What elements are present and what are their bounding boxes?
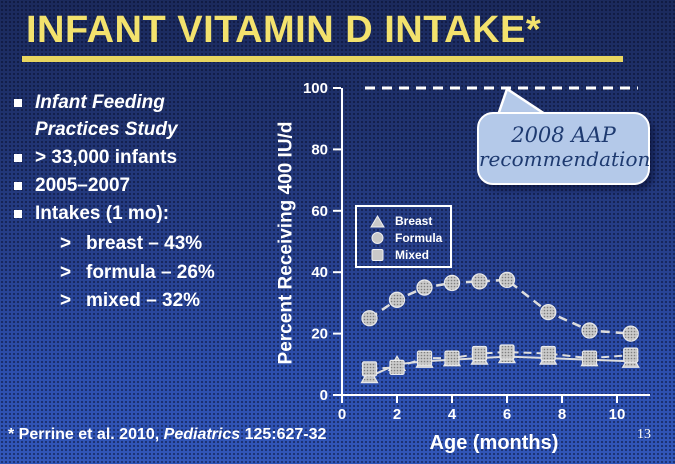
svg-text:8: 8: [558, 406, 566, 423]
sub-bullet-list: > breast – 43% > formula – 26% > mixed –…: [14, 230, 284, 316]
legend-item-formula: Formula: [369, 229, 450, 246]
citation-suffix: 125:627-32: [240, 426, 327, 443]
circle-marker-icon: [371, 231, 384, 244]
sub-bullet-text: formula – 26%: [86, 261, 215, 283]
citation: * Perrine et al. 2010, Pediatrics 125:62…: [8, 426, 326, 444]
bullet-text: Intakes (1 mo):: [35, 203, 170, 224]
bullet-list: Infant Feeding Practices Study > 33,000 …: [14, 89, 284, 316]
callout-line1: 2008 AAP: [511, 123, 616, 147]
arrow-bullet-icon: >: [60, 290, 72, 311]
aap-recommendation-callout: 2008 AAP recommendation: [477, 112, 650, 185]
svg-text:6: 6: [503, 406, 511, 423]
legend-label: Formula: [395, 230, 443, 245]
citation-journal: Pediatrics: [163, 426, 241, 443]
bullet-text: Infant Feeding Practices Study: [35, 92, 178, 140]
sub-bullet-formula: > formula – 26%: [14, 259, 284, 288]
sub-bullet-breast: > breast – 43%: [14, 230, 284, 259]
square-marker-icon: [371, 248, 384, 261]
y-axis-label: Percent Receiving 400 IU/d: [275, 121, 297, 365]
bullet-item-intakes: Intakes (1 mo):: [14, 200, 284, 227]
bullet-item-years: 2005–2007: [14, 172, 284, 199]
legend-label: Mixed: [395, 247, 430, 262]
slide-title: INFANT VITAMIN D INTAKE*: [26, 9, 542, 51]
title-underline: [22, 56, 623, 62]
sub-bullet-text: mixed – 32%: [86, 290, 201, 311]
triangle-marker-icon: [370, 214, 385, 227]
square-bullet-icon: [14, 154, 22, 162]
svg-text:60: 60: [311, 203, 328, 220]
legend-item-breast: Breast: [369, 212, 450, 229]
arrow-bullet-icon: >: [60, 261, 72, 283]
square-bullet-icon: [14, 99, 22, 107]
square-bullet-icon: [14, 182, 22, 190]
citation-prefix: * Perrine et al. 2010,: [8, 426, 164, 443]
svg-text:4: 4: [448, 406, 457, 423]
chart-legend: Breast Formula Mixed: [355, 205, 452, 268]
svg-text:20: 20: [311, 326, 328, 343]
svg-text:0: 0: [338, 406, 346, 423]
bullet-item-study: Infant Feeding Practices Study: [14, 89, 284, 143]
x-axis-label: Age (months): [429, 432, 559, 454]
svg-text:80: 80: [311, 141, 328, 158]
sub-bullet-mixed: > mixed – 32%: [14, 287, 284, 316]
page-number: 13: [637, 427, 651, 442]
svg-text:10: 10: [609, 406, 626, 423]
arrow-bullet-icon: >: [60, 233, 72, 254]
bullet-text: > 33,000 infants: [35, 147, 178, 168]
svg-text:2: 2: [393, 406, 401, 423]
square-bullet-icon: [14, 210, 22, 218]
sub-bullet-text: breast – 43%: [86, 233, 203, 254]
svg-text:0: 0: [320, 387, 328, 404]
svg-text:40: 40: [311, 264, 328, 281]
bullet-item-infants: > 33,000 infants: [14, 144, 284, 171]
legend-label: Breast: [395, 213, 433, 228]
svg-text:100: 100: [303, 80, 328, 97]
callout-line2: recommendation: [479, 147, 651, 171]
bullet-text: 2005–2007: [35, 175, 131, 196]
legend-item-mixed: Mixed: [369, 246, 450, 263]
